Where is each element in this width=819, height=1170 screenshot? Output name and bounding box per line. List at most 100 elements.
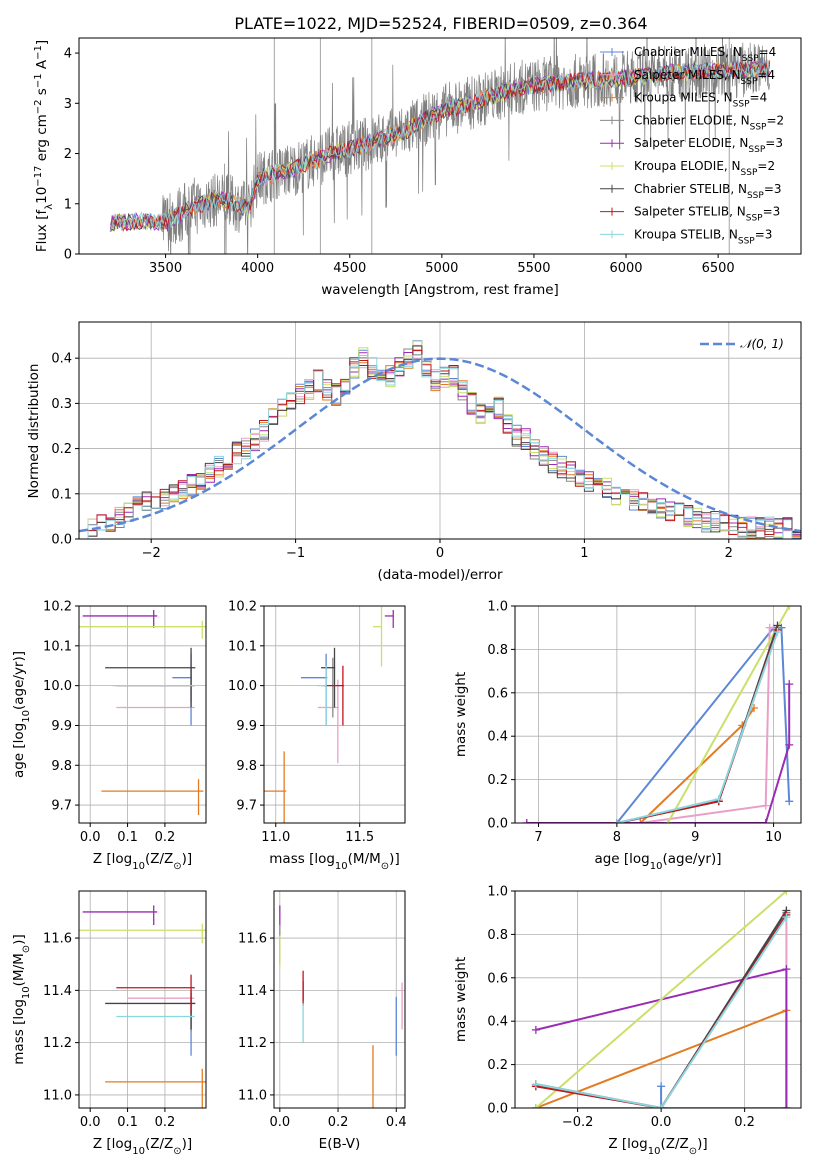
x-tick-label: 7 xyxy=(534,830,542,845)
legend-sub: SSP xyxy=(746,214,763,224)
x-axis-label-part: (M/M xyxy=(348,851,381,867)
y-tick-label: 11.0 xyxy=(238,1088,267,1103)
gaussian-curve xyxy=(79,357,801,533)
y-tick-label: 11.6 xyxy=(43,932,72,947)
y-tick-label: 0.4 xyxy=(51,352,72,367)
y-axis-label: Normed distribution xyxy=(26,364,42,499)
plot-area xyxy=(79,905,206,1108)
y-tick-label: 10.2 xyxy=(228,600,257,615)
legend-entry: Kroupa STELIB, NSSP=3 xyxy=(634,227,772,246)
y-tick-label: 0.1 xyxy=(51,487,72,502)
x-tick-label: 0.0 xyxy=(80,1115,101,1130)
x-axis-label-part: )] xyxy=(389,851,400,867)
legend-entry: Chabrier MILES, NSSP=4 xyxy=(634,45,776,64)
legend-name: Salpeter ELODIE, N xyxy=(634,136,748,150)
legend-name: Chabrier STELIB, N xyxy=(634,182,747,196)
x-axis-label: age [log10(age/yr)] xyxy=(594,851,721,872)
axes-frame xyxy=(78,890,207,1109)
x-axis-label-part: (Z/Z xyxy=(145,1136,173,1152)
legend-name: Kroupa MILES, N xyxy=(634,91,733,105)
residuals-plot: −2 −1 0 1 2 0.0 0.1 0.2 0.3 0.4 𝒩(0, 1) (data-model… xyxy=(26,321,802,583)
x-axis-label-part: E(B-V) xyxy=(319,1136,361,1152)
y-axis-label-part: −17 xyxy=(33,166,44,187)
legend-name: Kroupa STELIB, N xyxy=(634,227,738,241)
plot-area xyxy=(522,606,794,823)
y-tick-label: 3 xyxy=(64,97,72,112)
plus-marker xyxy=(761,819,770,823)
legend-name: Kroupa ELODIE, N xyxy=(634,159,741,173)
plus-marker xyxy=(782,891,791,895)
y-tick-label: 0.4 xyxy=(487,730,508,745)
x-axis-label-part: Z [log xyxy=(608,1136,647,1152)
figure-title: PLATE=1022, MJD=52524, FIBERID=0509, z=0… xyxy=(234,14,647,33)
y-axis-label-part: (M/M xyxy=(11,953,27,986)
y-axis-label-part: 10 xyxy=(34,187,50,204)
y-tick-label: 1 xyxy=(64,197,72,212)
x-axis-label-part: 10 xyxy=(648,1146,661,1157)
y-tick-label: 11.2 xyxy=(238,1036,267,1051)
y-axis-label-part: λ xyxy=(44,204,55,210)
x-tick-label: −1 xyxy=(286,546,305,561)
x-tick-label: 0.4 xyxy=(386,1115,407,1130)
histogram-step xyxy=(79,354,801,539)
x-tick-label: 11.5 xyxy=(345,830,374,845)
legend-tail: =3 xyxy=(763,205,781,219)
x-axis-label: mass [log10(M/M⊙)] xyxy=(269,851,399,872)
legend-name: Salpeter MILES, N xyxy=(634,68,741,82)
x-axis-label-part: mass [log xyxy=(269,851,335,867)
x-axis-label-part: 10 xyxy=(132,1146,145,1157)
plus-marker xyxy=(782,1104,791,1108)
y-tick-label: 0.8 xyxy=(487,643,508,658)
y-axis-label-part: Normed distribution xyxy=(26,364,42,499)
legend-tail: =4 xyxy=(750,91,768,105)
legend-entry: Kroupa ELODIE, NSSP=2 xyxy=(634,159,775,178)
y-axis-label-part: 10 xyxy=(21,986,32,999)
y-tick-label: 9.8 xyxy=(236,759,257,774)
x-tick-label: 0 xyxy=(436,546,444,561)
legend-entry: Chabrier STELIB, NSSP=3 xyxy=(634,182,782,201)
y-tick-label: 1.0 xyxy=(487,885,508,900)
plus-marker xyxy=(785,680,794,689)
x-axis-label-part: (Z/Z xyxy=(145,851,173,867)
x-tick-label: 0.2 xyxy=(734,1115,755,1130)
legend-sub: SSP xyxy=(747,191,764,201)
y-tick-label: 0.2 xyxy=(51,442,72,457)
model-curve xyxy=(109,61,771,232)
plus-marker xyxy=(531,1104,540,1108)
x-tick-label: 0.1 xyxy=(117,830,138,845)
y-tick-label: 0.2 xyxy=(487,773,508,788)
x-tick-label: 0.1 xyxy=(117,1115,138,1130)
plus-marker xyxy=(657,1104,666,1108)
y-axis-label-part: (age/yr)] xyxy=(11,651,27,710)
plus-marker xyxy=(782,965,791,974)
y-axis-label-part: ] xyxy=(34,40,50,45)
legend-sub: SSP xyxy=(733,100,750,110)
y-axis-label-part: ⊙ xyxy=(21,945,32,953)
legend-entry: 𝒩(0, 1) xyxy=(740,337,784,351)
mass-age-plot: 11.0 11.5 9.7 9.8 9.9 10.0 10.1 10.2 mass [log10… xyxy=(228,600,406,872)
x-axis-label-part: Z [log xyxy=(93,851,132,867)
y-tick-label: 0.4 xyxy=(487,1015,508,1030)
plot-area xyxy=(109,38,771,254)
x-axis-label: (data-model)/error xyxy=(377,567,503,583)
axes-frame xyxy=(263,605,406,824)
x-axis-label-part: (Z/Z xyxy=(660,1136,688,1152)
x-axis-label-part: ⊙ xyxy=(173,861,181,872)
x-axis-label-part: 10 xyxy=(132,861,145,872)
x-tick-label: 6000 xyxy=(609,261,642,276)
weight-line xyxy=(666,606,791,823)
x-axis-label-part: ⊙ xyxy=(689,1146,697,1157)
x-tick-label: −0.2 xyxy=(562,1115,594,1130)
y-axis-label: age [log10(age/yr)] xyxy=(11,651,32,778)
x-tick-label: 2 xyxy=(725,546,733,561)
legend-sub: SSP xyxy=(741,77,758,87)
x-tick-label: 0.0 xyxy=(80,830,101,845)
y-axis-label-part: mass weight xyxy=(453,957,469,1042)
legend-tail: =3 xyxy=(755,227,773,241)
y-tick-label: 0.6 xyxy=(487,971,508,986)
x-axis-label-part: ⊙ xyxy=(173,1146,181,1157)
plus-marker xyxy=(773,628,782,637)
weight-line xyxy=(526,684,791,823)
y-tick-label: 0.0 xyxy=(487,1102,508,1117)
y-axis-label-part: −1 xyxy=(33,45,44,60)
